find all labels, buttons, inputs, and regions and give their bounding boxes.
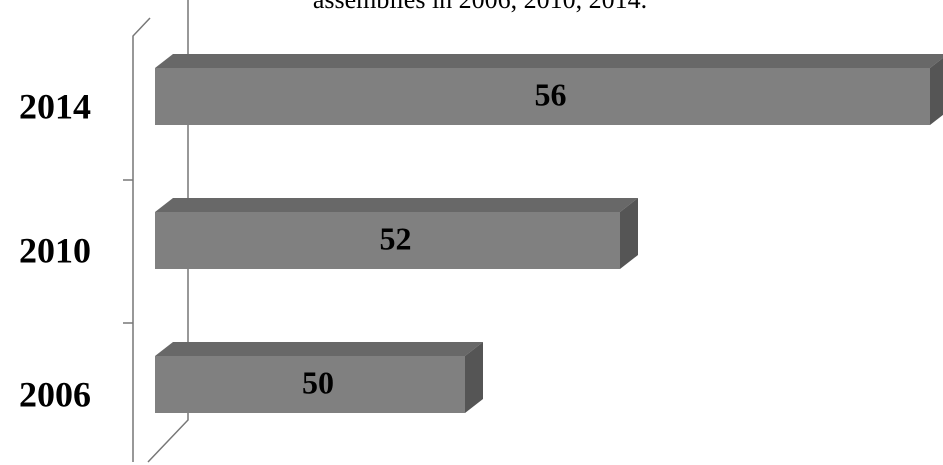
bar: [155, 356, 465, 413]
bar-top: [155, 54, 943, 68]
bar-top: [155, 342, 483, 356]
data-label: 52: [380, 220, 412, 256]
bar: [155, 212, 620, 269]
axis-wall-front: [132, 17, 151, 462]
y-tick-label: 2006: [19, 374, 91, 414]
axis-wall-back: [147, 0, 189, 463]
bar: [155, 68, 930, 125]
chart-title: assemblies in 2006, 2010, 2014.: [313, 0, 647, 14]
axis-wall: [123, 0, 189, 463]
bar-side: [465, 342, 483, 413]
bar-side: [620, 198, 638, 269]
bar-top: [155, 198, 638, 212]
y-tick-label: 2014: [19, 86, 91, 126]
data-label: 56: [535, 76, 567, 112]
bar-side: [930, 57, 943, 125]
data-label: 50: [302, 364, 334, 400]
y-tick-label: 2010: [19, 230, 91, 270]
